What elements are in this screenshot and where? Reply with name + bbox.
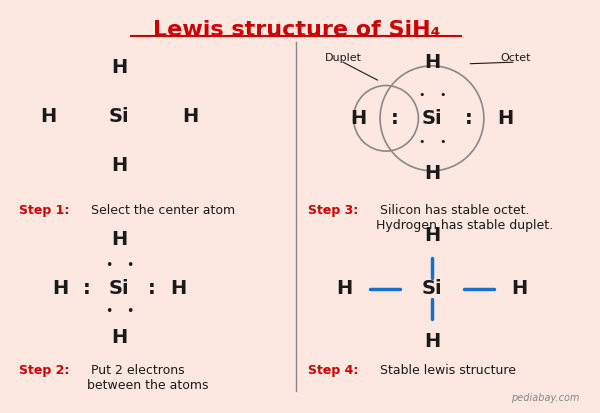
Text: Octet: Octet xyxy=(500,53,531,63)
Text: H: H xyxy=(170,279,187,298)
Text: Stable lewis structure: Stable lewis structure xyxy=(376,364,516,377)
Text: Step 3:: Step 3: xyxy=(308,204,358,218)
Text: Si: Si xyxy=(109,107,130,126)
Text: :: : xyxy=(465,109,473,128)
Text: •: • xyxy=(439,137,446,147)
Text: •: • xyxy=(126,259,134,272)
Text: H: H xyxy=(111,328,127,347)
Text: Lewis structure of SiH₄: Lewis structure of SiH₄ xyxy=(152,20,440,40)
Text: H: H xyxy=(111,156,127,175)
Text: Step 2:: Step 2: xyxy=(19,364,70,377)
Text: H: H xyxy=(350,109,367,128)
Text: H: H xyxy=(52,279,68,298)
Text: H: H xyxy=(511,279,527,298)
Text: Put 2 electrons
between the atoms: Put 2 electrons between the atoms xyxy=(87,364,208,392)
Text: :: : xyxy=(148,279,155,298)
Text: H: H xyxy=(424,226,440,245)
Text: H: H xyxy=(424,53,440,72)
Text: H: H xyxy=(182,107,198,126)
Text: Si: Si xyxy=(109,279,130,298)
Text: H: H xyxy=(111,57,127,76)
Text: H: H xyxy=(424,164,440,183)
Text: pediabay.com: pediabay.com xyxy=(511,394,580,404)
Text: •: • xyxy=(418,90,425,100)
Text: H: H xyxy=(337,279,353,298)
Text: •: • xyxy=(105,259,112,272)
Text: Duplet: Duplet xyxy=(325,53,362,63)
Text: Si: Si xyxy=(422,279,442,298)
Text: Si: Si xyxy=(422,109,442,128)
Text: :: : xyxy=(83,279,91,298)
Text: H: H xyxy=(424,332,440,351)
Text: Step 4:: Step 4: xyxy=(308,364,358,377)
Text: •: • xyxy=(105,306,112,318)
Text: Select the center atom: Select the center atom xyxy=(87,204,235,218)
Text: Silicon has stable octet.
Hydrogen has stable duplet.: Silicon has stable octet. Hydrogen has s… xyxy=(376,204,553,233)
Text: H: H xyxy=(111,230,127,249)
Text: H: H xyxy=(40,107,56,126)
Text: H: H xyxy=(497,109,514,128)
Text: •: • xyxy=(126,306,134,318)
Text: :: : xyxy=(391,109,398,128)
Text: Step 1:: Step 1: xyxy=(19,204,70,218)
Text: •: • xyxy=(439,90,446,100)
Text: •: • xyxy=(418,137,425,147)
